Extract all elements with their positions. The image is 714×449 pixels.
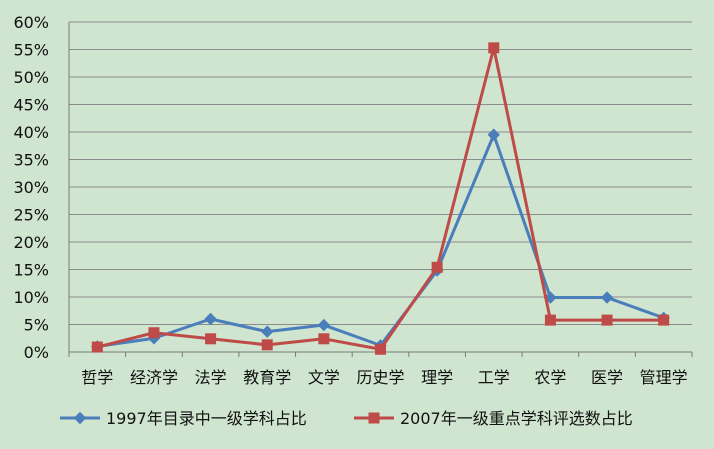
data-point — [431, 261, 443, 273]
data-point — [91, 341, 103, 353]
x-tick-label: 工学 — [478, 368, 510, 387]
y-tick-label: 10% — [13, 288, 49, 307]
y-tick-label: 50% — [13, 68, 49, 87]
series-2 — [91, 42, 670, 355]
y-axis: 0% 5% 10% 15% 20% 25% 30% 35% 40% 45% 50% 55% 60% — [13, 13, 70, 362]
y-tick-label: 35% — [13, 151, 49, 170]
x-tick-label: 法学 — [195, 368, 227, 387]
y-tick-label: 20% — [13, 233, 49, 252]
data-point — [205, 333, 217, 345]
x-tick-label: 历史学 — [356, 368, 404, 387]
data-point — [261, 325, 274, 338]
legend-label: 2007年一级重点学科评选数占比 — [400, 409, 633, 428]
x-tick-label: 教育学 — [243, 368, 291, 387]
x-tick-label: 经济学 — [130, 368, 178, 387]
grid-lines — [69, 21, 692, 353]
data-point — [488, 42, 500, 54]
data-point — [148, 327, 160, 339]
y-tick-label: 55% — [13, 41, 49, 60]
y-tick-label: 60% — [13, 13, 49, 32]
data-point — [375, 343, 386, 355]
series-line — [96, 46, 664, 351]
x-tick-label: 医学 — [591, 368, 623, 387]
x-tick-label: 农学 — [534, 368, 566, 387]
series-line — [97, 133, 665, 348]
legend-item: 1997年目录中一级学科占比 — [60, 409, 307, 428]
y-tick-label: 25% — [13, 206, 49, 225]
data-point — [544, 314, 556, 326]
y-tick-label: 15% — [13, 261, 49, 280]
x-axis: 哲学 经济学 法学 教育学 文学 历史学 理学 工学 农学 医学 管理学 — [68, 352, 693, 387]
legend-item: 2007年一级重点学科评选数占比 — [354, 409, 633, 428]
series-1 — [91, 128, 670, 353]
data-point — [261, 339, 273, 351]
legend-marker — [73, 411, 87, 425]
y-tick-label: 5% — [24, 316, 49, 335]
x-tick-label: 文学 — [308, 368, 340, 387]
data-point — [487, 128, 500, 141]
y-tick-label: 30% — [13, 178, 49, 197]
y-tick-label: 0% — [24, 343, 49, 362]
x-tick-label: 管理学 — [640, 368, 688, 387]
y-tick-label: 45% — [13, 96, 49, 115]
legend-label: 1997年目录中一级学科占比 — [106, 409, 307, 428]
data-point — [658, 314, 670, 326]
x-tick-label: 理学 — [421, 368, 453, 387]
legend: 1997年目录中一级学科占比 2007年一级重点学科评选数占比 — [60, 409, 633, 428]
legend-marker — [368, 412, 380, 424]
data-point — [601, 314, 613, 326]
x-tick-label: 哲学 — [81, 368, 113, 387]
data-point — [318, 333, 330, 345]
data-point — [317, 318, 331, 332]
series-lines — [91, 42, 670, 355]
data-point — [204, 312, 217, 326]
y-tick-label: 40% — [13, 123, 49, 142]
data-point — [600, 291, 614, 304]
